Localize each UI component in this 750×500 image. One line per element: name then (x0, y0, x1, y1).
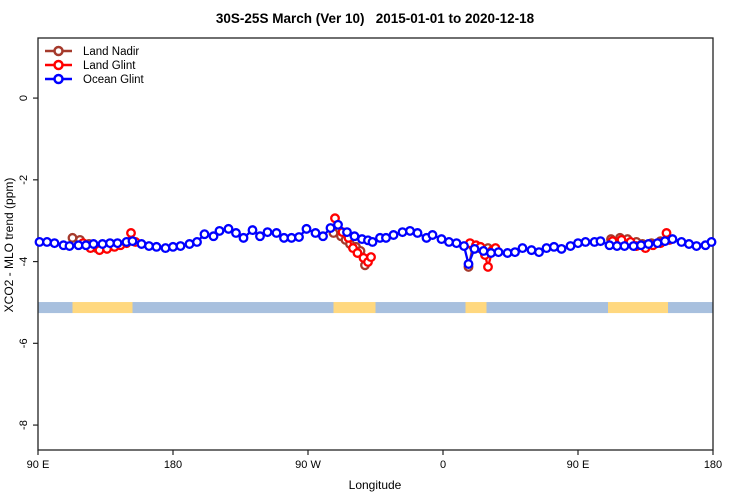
data-point-marker (667, 234, 678, 245)
data-point-marker (271, 228, 282, 238)
data-point-marker (214, 225, 225, 236)
data-point-marker (112, 238, 123, 249)
band-segment-ocean (38, 302, 73, 314)
data-point-marker (151, 241, 162, 252)
data-point-marker (366, 252, 376, 263)
y-axis-title: XCO2 - MLO trend (ppm) (2, 178, 16, 313)
data-point-marker (294, 232, 304, 243)
chart-title: 30S-25S March (Ver 10) 2015-01-01 to 202… (216, 11, 535, 26)
data-point-marker (388, 230, 399, 240)
data-point-marker (81, 240, 91, 251)
data-point-marker (483, 261, 493, 272)
x-axis-title: Longitude (349, 478, 402, 492)
data-point-marker (64, 241, 75, 251)
data-point-marker (367, 237, 378, 247)
data-point-marker (459, 241, 469, 251)
data-point-marker (88, 239, 99, 249)
legend: Land Nadir Land Glint Ocean Glint (45, 45, 145, 86)
data-point-marker (493, 247, 504, 258)
data-point-marker (49, 238, 60, 249)
x-tick-label: 180 (704, 459, 722, 471)
y-tick-label: -6 (18, 338, 30, 348)
data-point-marker (126, 228, 136, 238)
series-ocean-glint (34, 219, 717, 269)
data-point-marker (42, 237, 52, 247)
data-point-marker (255, 231, 265, 242)
data-point-marker (318, 231, 328, 242)
data-point-marker (444, 237, 454, 247)
band-segment-land (465, 302, 487, 314)
data-point-marker (208, 231, 219, 242)
legend-marker-icon (53, 73, 64, 85)
band-segment-land (333, 302, 376, 314)
data-point-marker (397, 227, 408, 238)
data-point-marker (510, 247, 520, 258)
band-segment-land (72, 302, 133, 314)
data-point-marker (643, 239, 654, 249)
band-segment-land (608, 302, 668, 314)
data-point-marker (541, 243, 552, 254)
band-segment-ocean (375, 302, 466, 314)
y-tick-label: 0 (18, 95, 30, 101)
data-point-marker (619, 241, 630, 251)
data-point-marker (595, 236, 606, 247)
data-point-marker (534, 247, 544, 258)
data-point-marker (199, 229, 210, 240)
data-point-marker (342, 227, 352, 238)
data-point-marker (463, 259, 474, 269)
legend-label: Land Nadir (83, 46, 139, 58)
band-segment-ocean (132, 302, 334, 314)
data-point-marker (333, 219, 343, 230)
band-segment-ocean (486, 302, 608, 314)
data-point-marker (160, 243, 171, 254)
x-tick-label: 90 E (27, 459, 50, 471)
data-point-marker (247, 225, 258, 236)
legend-label: Land Glint (83, 60, 136, 72)
data-point-marker (127, 236, 138, 247)
data-point-marker (469, 243, 480, 254)
x-tick-label: 90 W (295, 459, 321, 471)
x-tick-label: 0 (440, 459, 446, 471)
data-point-marker (517, 243, 528, 254)
x-tick-label: 180 (164, 459, 182, 471)
legend-marker-icon (53, 59, 64, 71)
y-tick-label: -8 (18, 420, 30, 430)
x-tick-label: 90 E (567, 459, 590, 471)
data-point-marker (427, 230, 438, 240)
data-point-marker (262, 227, 273, 238)
data-point-marker (238, 232, 249, 243)
data-point-marker (301, 223, 312, 234)
legend-label: Ocean Glint (83, 74, 145, 86)
data-point-marker (636, 240, 646, 251)
data-point-marker (352, 248, 363, 258)
y-axis: 0 -2 -4 -6 -8 (18, 95, 38, 430)
band-segment-ocean (668, 302, 713, 314)
data-point-marker (580, 237, 591, 247)
x-axis: 90 E 180 90 W 0 90 E 180 (27, 450, 722, 471)
data-point-marker (231, 228, 241, 238)
data-point-marker (573, 238, 583, 249)
data-point-marker (223, 223, 234, 234)
data-point-marker (192, 237, 202, 247)
legend-marker-icon (53, 45, 64, 57)
y-tick-label: -2 (18, 175, 30, 185)
land-ocean-band (38, 302, 713, 314)
data-point-marker (556, 243, 567, 254)
y-tick-label: -4 (18, 257, 30, 267)
data-point-marker (175, 241, 186, 251)
data-point-marker (691, 241, 702, 251)
data-point-marker (706, 237, 717, 247)
data-point-marker (412, 228, 423, 238)
